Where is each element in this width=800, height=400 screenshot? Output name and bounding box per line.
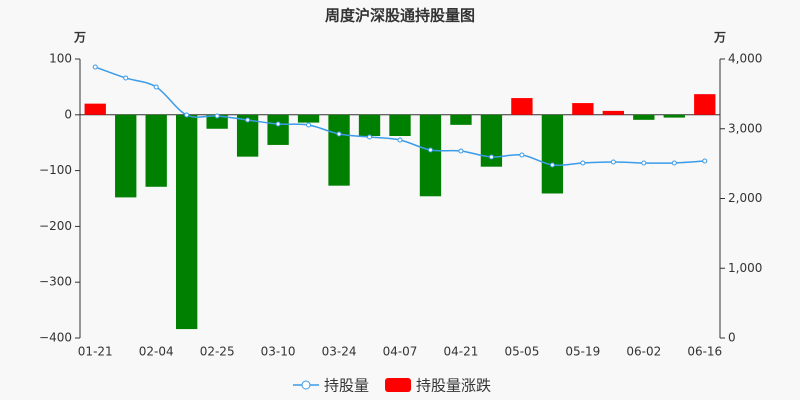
bar [145,114,167,187]
bar [328,114,350,186]
y-tick-label: −400 [39,331,72,345]
x-tick-label: 03-10 [261,345,296,359]
legend-label: 持股量涨跌 [416,377,491,395]
line-point [610,159,616,165]
y-tick-label: −100 [39,163,72,177]
x-tick-label: 04-07 [383,345,418,359]
line-point [123,75,129,81]
y-tick-label: −200 [39,219,72,233]
line-point [488,154,494,160]
line-point [549,162,555,168]
line-point [641,160,647,166]
y2-tick-label: 2,000 [728,191,762,205]
y-tick-label: 100 [49,52,72,66]
x-tick-label: 04-21 [444,345,479,359]
x-tick-label: 05-19 [565,345,600,359]
y2-tick-label: 0 [728,331,736,345]
chart-title: 周度沪深股通持股量图 [325,7,475,25]
line-point [427,147,433,153]
line-point [671,160,677,166]
bar [480,114,503,167]
bar [297,114,320,123]
x-tick-label: 06-16 [687,345,722,359]
bar [358,114,381,137]
bar [633,114,655,120]
bar [572,103,594,115]
bar [602,110,624,115]
line-point [306,122,312,128]
bar [511,98,533,115]
legend-swatch [385,378,412,392]
x-tick-label: 02-25 [200,345,235,359]
y2-tick-label: 3,000 [728,121,762,135]
bar [389,114,411,137]
bar [450,114,472,125]
bar [176,114,198,330]
bar [84,103,106,115]
legend-label: 持股量 [324,377,369,395]
line-point [458,148,464,154]
line-point [92,64,98,70]
bar [206,114,228,129]
x-tick-label: 06-02 [626,345,661,359]
line-point [397,137,403,143]
bar [663,114,685,118]
y2-tick-label: 1,000 [728,261,762,275]
y2-tick-label: 4,000 [728,52,762,66]
x-tick-label: 02-04 [139,345,174,359]
bar [236,114,259,157]
line-point [214,113,220,119]
line-point [275,121,281,127]
line-point [184,112,190,118]
x-tick-label: 05-05 [504,345,539,359]
bar [267,114,289,145]
line-point [153,84,159,90]
line-point [519,152,525,158]
line-point [702,158,708,164]
x-tick-label: 01-21 [78,345,113,359]
bar [115,114,137,198]
legend-marker [301,380,311,390]
bar [541,114,564,194]
y-unit: 万 [73,31,86,45]
line-point [580,160,586,166]
x-tick-label: 03-24 [322,345,357,359]
line-point [367,134,373,140]
y2-unit: 万 [713,31,726,45]
line-point [245,117,251,123]
bar [419,114,442,197]
y-tick-label: 0 [64,107,72,121]
y-tick-label: −300 [39,275,72,289]
line-point [336,131,342,137]
bar [694,94,716,115]
